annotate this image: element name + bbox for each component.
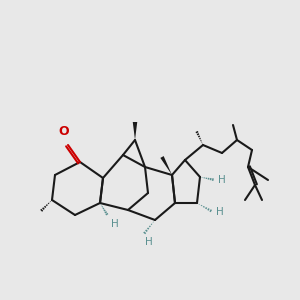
Text: H: H [145, 237, 153, 247]
Text: H: H [218, 175, 226, 185]
Text: O: O [59, 125, 69, 138]
Text: H: H [216, 207, 224, 217]
Polygon shape [133, 122, 137, 140]
Text: H: H [111, 219, 119, 229]
Polygon shape [160, 156, 172, 175]
